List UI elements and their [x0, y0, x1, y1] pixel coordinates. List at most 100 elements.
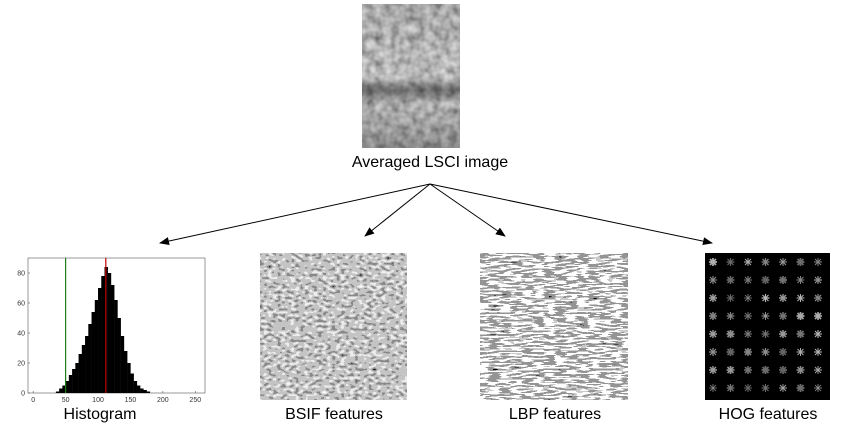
- hog-cell: [762, 258, 770, 266]
- feature-label: LBP features: [509, 406, 601, 423]
- hist-bar: [75, 363, 78, 393]
- hog-cell: [762, 276, 770, 284]
- hog-cell: [814, 366, 822, 374]
- x-tick-label: 150: [125, 397, 137, 404]
- hog-cell: [709, 384, 717, 392]
- hog-cell: [762, 294, 770, 302]
- source-label: Averaged LSCI image: [352, 154, 508, 171]
- hog-cell: [779, 258, 787, 266]
- hist-bar: [111, 285, 114, 393]
- hist-bar: [140, 389, 143, 394]
- hog-cell: [727, 276, 735, 284]
- y-tick-label: 0: [21, 391, 25, 398]
- hog-cell: [727, 348, 735, 356]
- hog-cell: [814, 384, 822, 392]
- hog-cell: [709, 276, 717, 284]
- hog-cell: [762, 384, 770, 392]
- hist-bar: [56, 392, 59, 394]
- hog-cell: [779, 330, 787, 338]
- hog-cell: [709, 258, 717, 266]
- x-tick-label: 100: [92, 397, 104, 404]
- hist-bar: [127, 363, 130, 393]
- hist-bar: [124, 351, 127, 393]
- hog-cell: [709, 312, 717, 320]
- hog-cell: [762, 312, 770, 320]
- hog-cell: [744, 384, 752, 392]
- hist-bar: [95, 300, 98, 393]
- hist-bar: [101, 276, 104, 393]
- hist-bar: [82, 345, 85, 393]
- hist-bar: [114, 300, 117, 393]
- hog-cell: [797, 384, 805, 392]
- hog-cell: [779, 366, 787, 374]
- diagram: Averaged LSCI image 02040608005010015020…: [0, 0, 845, 429]
- hist-bar: [130, 374, 133, 394]
- hog-cell: [744, 330, 752, 338]
- hog-cell: [762, 330, 770, 338]
- hog-cell: [779, 312, 787, 320]
- hog-cell: [797, 258, 805, 266]
- hog-image: [705, 253, 830, 400]
- hog-cell: [727, 258, 735, 266]
- hist-bar: [134, 381, 137, 393]
- x-tick-label: 250: [189, 397, 201, 404]
- hog-cell: [744, 312, 752, 320]
- hog-cell: [814, 276, 822, 284]
- hog-cell: [727, 330, 735, 338]
- hog-cell: [797, 312, 805, 320]
- hist-bar: [72, 369, 75, 393]
- arrow: [160, 184, 430, 243]
- bsif-image: [260, 253, 407, 400]
- hist-bar: [92, 312, 95, 393]
- hog-cell: [727, 384, 735, 392]
- hog-cell: [727, 366, 735, 374]
- hog-cell: [709, 330, 717, 338]
- hog-cell: [744, 366, 752, 374]
- hist-bar: [143, 390, 146, 393]
- hog-cell: [814, 312, 822, 320]
- hog-cell: [797, 294, 805, 302]
- hist-bar: [147, 392, 150, 394]
- x-tick-label: 200: [157, 397, 169, 404]
- hog-cell: [779, 276, 787, 284]
- y-tick-label: 60: [17, 301, 25, 308]
- hog-cell: [814, 294, 822, 302]
- hog-cell: [744, 276, 752, 284]
- hist-bar: [69, 375, 72, 393]
- hog-cell: [762, 366, 770, 374]
- hog-cell: [797, 330, 805, 338]
- arrow: [365, 184, 430, 236]
- hog-cell: [762, 348, 770, 356]
- x-tick-label: 0: [31, 397, 35, 404]
- hist-bar: [85, 336, 88, 393]
- feature-label: Histogram: [64, 406, 137, 423]
- hog-cell: [709, 294, 717, 302]
- hist-bar: [108, 273, 111, 393]
- hog-cell: [709, 366, 717, 374]
- hog-cell: [744, 348, 752, 356]
- lsci-shade: [362, 4, 460, 148]
- hog-cell: [779, 348, 787, 356]
- hog-cell: [727, 312, 735, 320]
- hog-cell: [814, 330, 822, 338]
- hist-bar: [79, 354, 82, 393]
- hog-cell: [744, 258, 752, 266]
- hog-cell: [744, 294, 752, 302]
- feature-label: BSIF features: [285, 406, 383, 423]
- lbp-image: [480, 253, 628, 400]
- hog-cell: [779, 294, 787, 302]
- hog-cell: [709, 348, 717, 356]
- hog-cell: [779, 384, 787, 392]
- hog-cell: [797, 348, 805, 356]
- y-tick-label: 40: [17, 331, 25, 338]
- hist-bar: [98, 288, 101, 393]
- hist-bar: [59, 389, 62, 394]
- hog-cell: [797, 276, 805, 284]
- hist-bar: [137, 386, 140, 394]
- hist-bar: [88, 324, 91, 393]
- arrows: [160, 184, 712, 243]
- feature-label: HOG features: [719, 406, 818, 423]
- y-tick-label: 20: [17, 361, 25, 368]
- hog-cell: [727, 294, 735, 302]
